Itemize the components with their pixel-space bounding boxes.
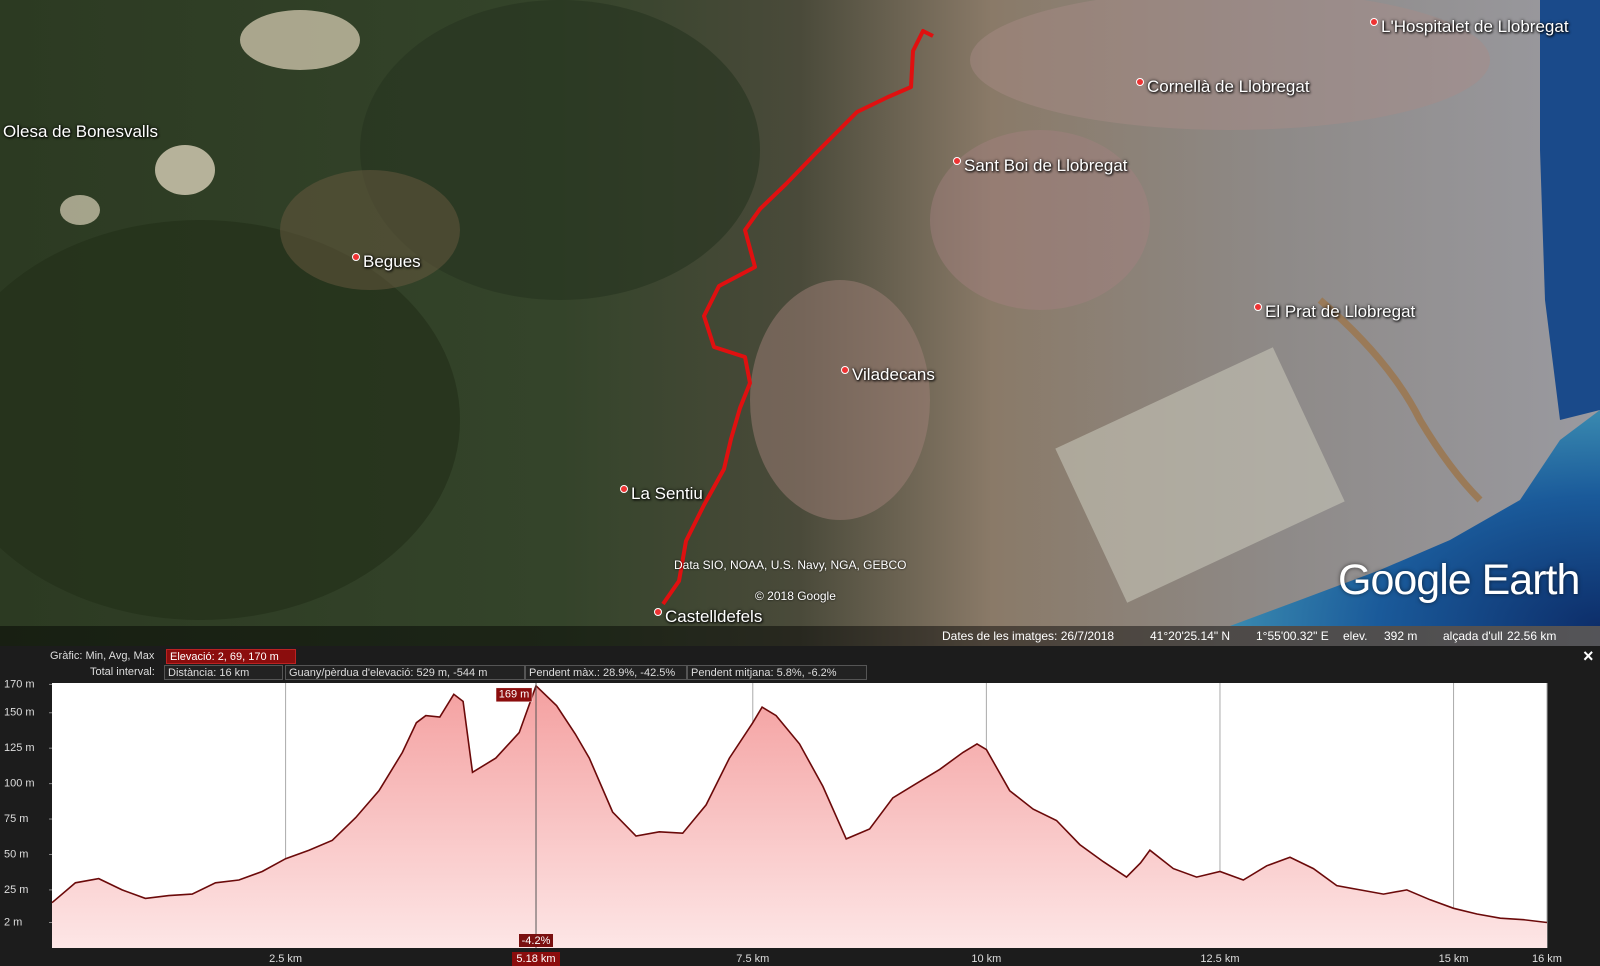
x-tick-label: 7.5 km (736, 953, 769, 965)
cursor-slope-box (519, 934, 554, 947)
y-tick-label: 2 m (4, 916, 22, 928)
y-tick-label: 150 m (4, 707, 35, 719)
y-tick-label: 25 m (4, 884, 28, 896)
y-tick-label: 170 m (4, 678, 35, 690)
satellite-map[interactable] (0, 0, 1600, 646)
x-tick-label: 10 km (971, 953, 1001, 965)
elevation-area (52, 685, 1547, 948)
close-button[interactable]: × (1583, 646, 1594, 666)
range-label: Total interval: (90, 666, 155, 678)
place-label[interactable]: L'Hospitalet de Llobregat (1370, 17, 1569, 37)
cursor-elevation: 169 m (499, 689, 530, 701)
elevation-profile-panel: 2.5 km 7.5 km 10 km 12.5 km 15 km 16 km 2 m 25 … (0, 646, 1600, 966)
place-label[interactable]: Viladecans (841, 365, 935, 385)
place-label[interactable]: Sant Boi de Llobregat (953, 156, 1128, 176)
eye-altitude-label: alçada d'ull (1443, 629, 1503, 643)
cursor-slope: -4.2% (522, 935, 551, 947)
elevation-line (51, 684, 1548, 924)
status-bar: Dates de les imatges: 26/7/2018 41°20'25… (0, 626, 1600, 646)
elevation-profile[interactable]: 2.5 km 7.5 km 10 km 12.5 km 15 km 16 km 2 m 25 … (0, 646, 1600, 966)
x-tick-label: 12.5 km (1200, 953, 1239, 965)
cursor-x-box (512, 952, 561, 966)
gain-loss[interactable]: Guany/pèrdua d'elevació: 529 m, -544 m (285, 665, 525, 680)
longitude: 1°55'00.32" E (1256, 629, 1329, 643)
graph-label: Gràfic: Min, Avg, Max (50, 650, 155, 662)
eye-altitude: 22.56 km (1507, 629, 1557, 643)
elevation: 392 m (1384, 629, 1418, 643)
y-tick-label: 75 m (4, 813, 28, 825)
place-label[interactable]: Castelldefels (654, 607, 762, 627)
imagery-date: Dates de les imatges: 26/7/2018 (942, 629, 1115, 643)
elevation-stats[interactable]: Elevació: 2, 69, 170 m (166, 649, 296, 664)
distance[interactable]: Distància: 16 km (164, 665, 283, 680)
logo: Google Earth (1338, 556, 1580, 604)
route (661, 29, 934, 606)
cursor-x-label: 5.18 km (516, 953, 555, 965)
map-credit: © 2018 Google (755, 589, 836, 603)
place-label[interactable]: Cornellà de Llobregat (1136, 77, 1310, 97)
avg-slope[interactable]: Pendent mitjana: 5.8%, -6.2% (687, 665, 867, 680)
map-credit: Data SIO, NOAA, U.S. Navy, NGA, GEBCO (674, 558, 907, 572)
x-tick-label: 16 km (1532, 953, 1562, 965)
place-label[interactable]: El Prat de Llobregat (1254, 302, 1415, 322)
x-tick-label: 15 km (1439, 953, 1469, 965)
place-label[interactable]: Olesa de Bonesvalls (0, 122, 158, 142)
y-tick-label: 50 m (4, 848, 28, 860)
elevation-label: elev. (1343, 629, 1368, 643)
y-tick-label: 100 m (4, 778, 35, 790)
x-tick-label: 2.5 km (269, 953, 302, 965)
max-slope[interactable]: Pendent màx.: 28.9%, -42.5% (525, 665, 687, 680)
cursor-elevation-box (495, 687, 533, 703)
latitude: 41°20'25.14" N (1150, 629, 1231, 643)
y-tick-label: 125 m (4, 742, 35, 754)
place-label[interactable]: La Sentiu (620, 484, 703, 504)
place-label[interactable]: Begues (352, 252, 421, 272)
